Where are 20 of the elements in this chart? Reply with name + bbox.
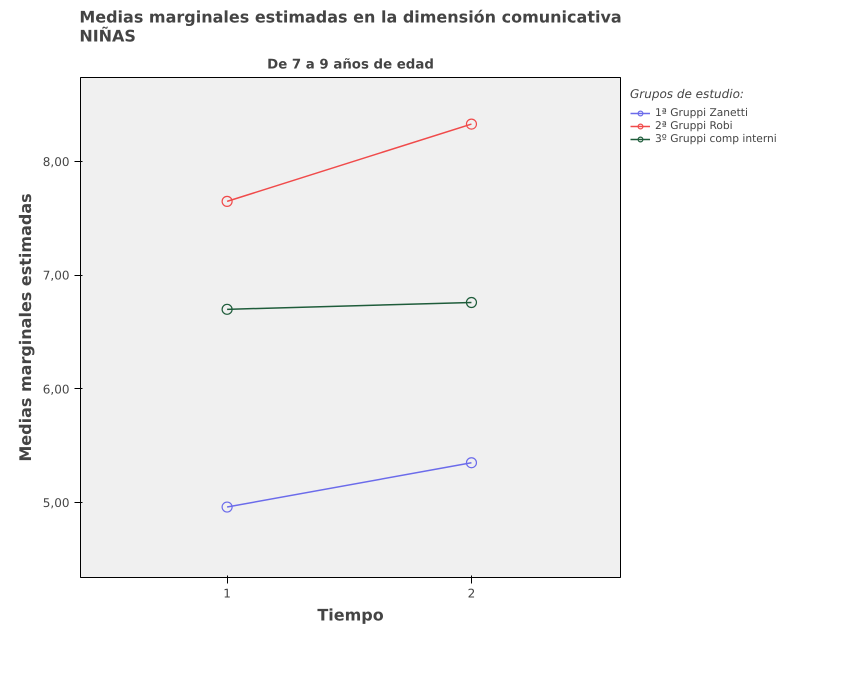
legend-label: 3º Gruppi comp interni xyxy=(655,132,777,145)
point xyxy=(222,501,233,513)
chart-title: Medias marginales estimadas en la dimensión comunicativa NIÑAS xyxy=(79,8,622,46)
x-tick-label: 2 xyxy=(468,586,476,600)
legend-label: 1ª Gruppi Zanetti xyxy=(655,106,748,119)
point xyxy=(466,296,478,308)
point xyxy=(466,457,478,468)
chart-subtitle: De 7 a 9 años de edad xyxy=(267,58,434,72)
y-tick-label: 6,00 xyxy=(42,382,70,396)
y-tick-label: 8,00 xyxy=(42,155,70,170)
point xyxy=(222,304,233,315)
y-tick-label: 5,00 xyxy=(42,496,70,510)
x-tick-label: 1 xyxy=(223,586,231,600)
legend-title: Grupos de estudio: xyxy=(630,87,745,101)
y-tick-label: 7,00 xyxy=(42,268,70,283)
y-axis-title: Medias marginales estimadas xyxy=(16,193,35,462)
x-axis-title: Tiempo xyxy=(317,606,384,624)
point xyxy=(222,196,233,207)
point xyxy=(466,118,478,130)
legend-label: 2ª Gruppi Robi xyxy=(655,119,733,132)
